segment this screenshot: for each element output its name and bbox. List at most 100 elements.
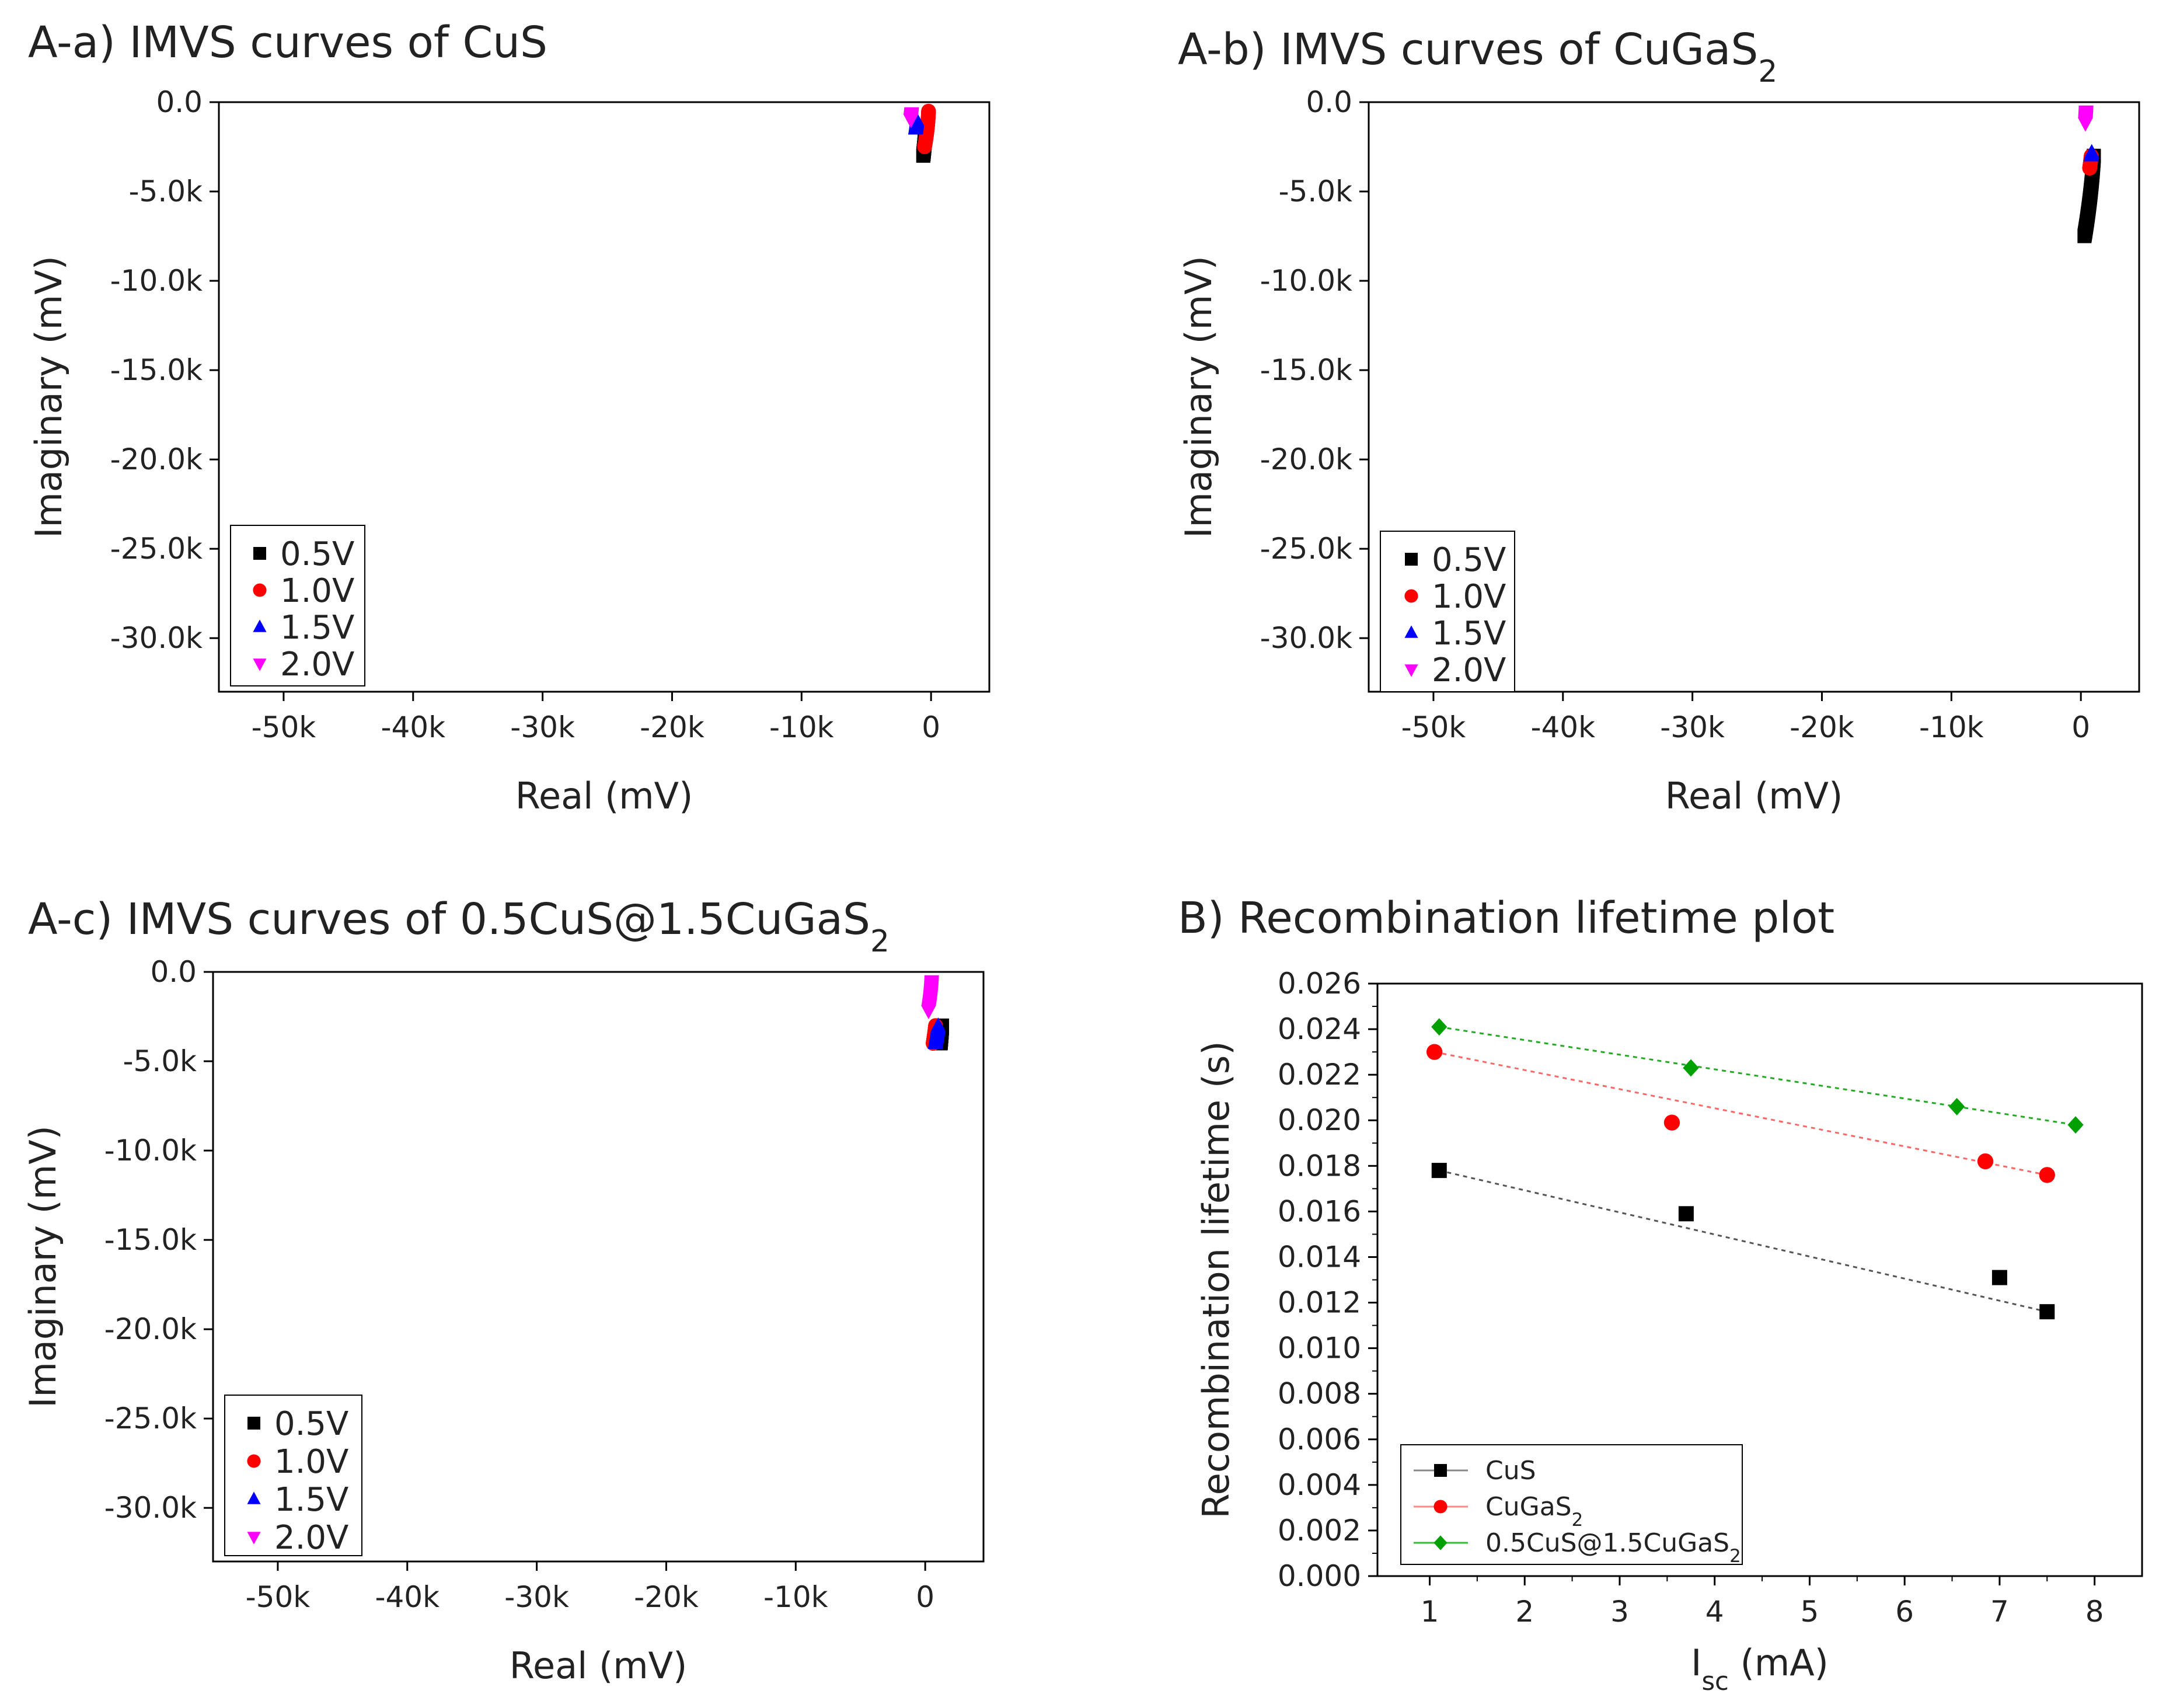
legend-label: 0.5V — [280, 535, 354, 573]
y-axis-label: Imaginary (mV) — [27, 256, 70, 538]
y-tick-label: -30.0k — [104, 1491, 197, 1525]
series-cus — [1431, 1163, 2055, 1320]
panel-title: A-b) IMVS curves of CuGaS2 — [1178, 25, 1777, 89]
series-cugas — [1426, 1044, 2055, 1183]
y-tick-label: 0.010 — [1278, 1331, 1361, 1365]
x-axis-label: Real (mV) — [510, 1644, 688, 1687]
y-tick-label: -30.0k — [1260, 621, 1352, 655]
data-point — [1678, 1206, 1694, 1222]
x-tick-label: 1 — [1421, 1595, 1439, 1629]
legend-marker — [253, 547, 266, 560]
y-axis-label: Imaginary (mV) — [1177, 256, 1220, 538]
y-tick-label: -15.0k — [110, 353, 203, 387]
x-tick-label: -30k — [1660, 710, 1725, 744]
y-tick-label: 0.026 — [1278, 967, 1361, 1001]
y-tick-label: -25.0k — [110, 532, 203, 566]
data-point — [2078, 105, 2094, 120]
plot-frame — [212, 971, 985, 1563]
x-tick-label: -40k — [375, 1580, 440, 1614]
panel-b: B) Recombination lifetime plot 1 2 3 4 5 6 7 8 0.… — [1178, 893, 2143, 1696]
series-0-5cus-1-5cugas — [1431, 1018, 2084, 1134]
y-tick-label: 0.008 — [1278, 1377, 1361, 1411]
x-tick-label: -20k — [1790, 710, 1854, 744]
y-tick-label: -5.0k — [128, 175, 203, 208]
y-tick-label: -25.0k — [104, 1402, 197, 1435]
y-tick-label: -10.0k — [110, 264, 203, 298]
data-point — [2067, 1116, 2084, 1134]
x-tick-label: -40k — [381, 710, 445, 744]
x-tick-label: -40k — [1530, 710, 1595, 744]
legend-marker — [253, 583, 267, 597]
y-tick-label: 0.012 — [1278, 1286, 1361, 1320]
x-tick-label: 2 — [1515, 1595, 1534, 1629]
x-tick-label: 5 — [1801, 1595, 1819, 1629]
y-tick-label: 0.014 — [1278, 1240, 1361, 1274]
data-point — [2039, 1304, 2055, 1320]
panel-a-b: A-b) IMVS curves of CuGaS2 -50k -40k -30k -2… — [1177, 25, 2140, 817]
legend-box — [230, 525, 365, 686]
x-tick-label: 0 — [2071, 710, 2090, 744]
x-tick-label: 6 — [1895, 1595, 1914, 1629]
legend-label: 0.5CuS@1.5CuGaS2 — [1485, 1528, 1741, 1567]
legend-marker — [1404, 664, 1418, 677]
x-tick-label: -10k — [769, 710, 834, 744]
legend-marker — [247, 1454, 261, 1468]
y-tick-label: 0.002 — [1278, 1514, 1361, 1547]
legend-marker — [1433, 1535, 1448, 1550]
x-tick-label: 0 — [922, 710, 940, 744]
y-tick-label: 0.004 — [1278, 1468, 1361, 1502]
legend-marker — [1434, 1464, 1447, 1477]
x-tick-label: -10k — [763, 1580, 828, 1614]
y-tick-label: 0.022 — [1278, 1058, 1361, 1092]
legend-label: 1.0V — [1432, 578, 1506, 616]
y-tick-label: 0.024 — [1278, 1012, 1361, 1046]
legend-label: CuGaS2 — [1485, 1492, 1583, 1531]
y-tick-label: -20.0k — [1260, 442, 1352, 476]
legend-box — [1400, 1444, 1743, 1565]
x-tick-label: -50k — [252, 710, 316, 744]
legend-box — [1380, 531, 1515, 692]
y-axis-label: Imaginary (mV) — [22, 1125, 64, 1408]
legend-marker — [253, 619, 267, 632]
data-point — [1949, 1097, 1965, 1116]
data-point — [1431, 1018, 1448, 1036]
panel-title: B) Recombination lifetime plot — [1178, 893, 1834, 943]
legend-marker — [1404, 625, 1418, 638]
y-tick-label: 0.0 — [156, 85, 203, 119]
y-tick-label: 0.000 — [1278, 1559, 1361, 1593]
panel-title: A-c) IMVS curves of 0.5CuS@1.5CuGaS2 — [28, 894, 890, 959]
legend-marker — [247, 1417, 260, 1430]
series-1-5V — [908, 111, 925, 135]
legend-marker — [1405, 553, 1418, 566]
legend-label: 2.0V — [1432, 651, 1506, 689]
x-tick-label: 7 — [1990, 1595, 2009, 1629]
plot-frame — [1368, 101, 2140, 693]
legend: 0.5V1.0V1.5V2.0V — [1380, 531, 1515, 692]
y-tick-label: -10.0k — [1260, 264, 1352, 298]
legend-marker — [253, 658, 267, 671]
data-point — [904, 107, 919, 121]
panel-title: A-a) IMVS curves of CuS — [28, 18, 547, 68]
x-tick-label: -50k — [1401, 710, 1466, 744]
data-point — [1663, 1114, 1680, 1131]
data-point — [908, 121, 923, 135]
x-tick-label: 0 — [916, 1580, 934, 1614]
fit-line — [1439, 1026, 2076, 1126]
legend-label: 2.0V — [280, 646, 354, 684]
legend-marker — [1433, 1500, 1448, 1514]
x-tick-label: -30k — [504, 1580, 569, 1614]
legend-label: 1.5V — [280, 609, 354, 647]
legend-label: 0.5V — [274, 1405, 348, 1443]
legend-label: CuS — [1485, 1456, 1536, 1486]
plot-frame — [218, 101, 990, 693]
panel-a-c: A-c) IMVS curves of 0.5CuS@1.5CuGaS2 -50k… — [22, 894, 985, 1687]
x-axis-label: Real (mV) — [1665, 775, 1843, 817]
fit-line — [1439, 1169, 2048, 1313]
legend-label: 2.0V — [274, 1519, 348, 1557]
x-tick-label: 3 — [1610, 1595, 1629, 1629]
series-1-5V — [927, 1017, 946, 1050]
legend-label: 1.5V — [274, 1481, 348, 1519]
series-2-0V — [903, 107, 919, 128]
